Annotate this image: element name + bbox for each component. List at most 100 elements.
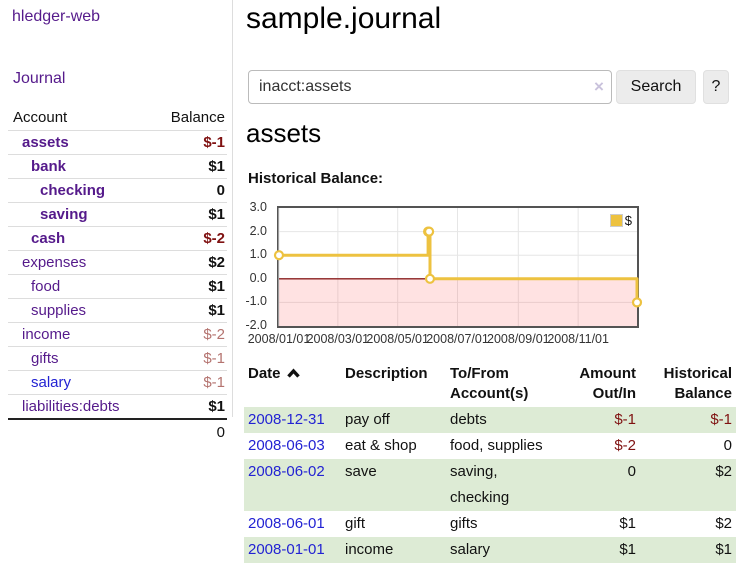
register-account-heading: assets — [246, 118, 322, 148]
x-axis-tick-label: 2008/01/01 — [247, 332, 311, 346]
account-balance: $1 — [208, 302, 225, 319]
account-link-saving[interactable]: saving — [40, 206, 88, 223]
transaction-row: 2008-06-02 save saving, checking 0 $2 — [244, 459, 736, 511]
account-balance: $1 — [208, 398, 225, 415]
account-link-checking[interactable]: checking — [40, 182, 106, 199]
account-link-income[interactable]: income — [22, 326, 71, 343]
transaction-row: 2008-01-01 income salary $1 $1 — [244, 537, 736, 563]
account-row: cash $-2 — [8, 226, 227, 250]
transaction-amount: $1 — [619, 515, 636, 532]
transaction-description: save — [345, 463, 377, 480]
app-brand-link[interactable]: hledger-web — [12, 8, 101, 25]
account-balance: $-1 — [203, 374, 225, 391]
account-link-gifts[interactable]: gifts — [31, 350, 59, 367]
search-button[interactable]: Search — [616, 70, 696, 104]
x-axis-tick-label: 2008/03/01 — [306, 332, 370, 346]
accounts-panel: Account Balance assets $-1 bank $1 check… — [8, 105, 227, 443]
transaction-row: 2008-12-31 pay off debts $-1 $-1 — [244, 407, 736, 433]
account-balance: $-1 — [203, 350, 225, 367]
account-link-supplies[interactable]: supplies — [31, 302, 87, 319]
chart-plot-area — [273, 208, 643, 326]
y-axis-tick-label: -1.0 — [245, 294, 267, 309]
account-row: salary $-1 — [8, 370, 227, 394]
column-header-description: Description — [345, 365, 428, 382]
account-link-salary[interactable]: salary — [31, 374, 72, 391]
transaction-accounts: debts — [450, 411, 487, 428]
transaction-date-link[interactable]: 2008-12-31 — [248, 411, 325, 428]
transaction-description: gift — [345, 515, 366, 532]
historical-balance-chart: $ 3.0 2.0 1.0 0.0 -1.0 -2.0 2008/01/01 2008/03/… — [245, 200, 643, 346]
transaction-balance: 0 — [723, 437, 732, 454]
x-axis-tick-label: 2008/07/01 — [426, 332, 489, 346]
accounts-header-balance: Balance — [170, 109, 225, 126]
account-row: checking 0 — [8, 178, 227, 202]
account-row: liabilities:debts $1 — [8, 394, 227, 418]
sort-ascending-icon — [286, 368, 300, 378]
x-axis-tick-label: 2008/09/01 — [487, 332, 550, 346]
transaction-row: 2008-06-03 eat & shop food, supplies $-2… — [244, 433, 736, 459]
transaction-description: pay off — [345, 411, 390, 428]
page-title: sample.journal — [246, 2, 442, 35]
accounts-total-row: 0 — [8, 418, 227, 443]
account-row: expenses $2 — [8, 250, 227, 274]
account-balance: $-2 — [203, 326, 225, 343]
account-row: gifts $-1 — [8, 346, 227, 370]
y-axis-tick-label: -2.0 — [245, 318, 267, 332]
account-row: assets $-1 — [8, 130, 227, 154]
transaction-balance: $-1 — [710, 411, 732, 428]
account-balance: $2 — [208, 254, 225, 271]
clear-search-icon[interactable]: × — [594, 77, 604, 96]
account-link-food[interactable]: food — [31, 278, 61, 295]
accounts-total: 0 — [216, 424, 225, 441]
transaction-amount: $1 — [619, 541, 636, 558]
x-axis-tick-label: 2008/05/01 — [366, 332, 429, 346]
account-link-cash[interactable]: cash — [31, 230, 66, 247]
help-button[interactable]: ? — [703, 70, 729, 104]
chart-title: Historical Balance: — [248, 170, 384, 187]
account-link-expenses[interactable]: expenses — [22, 254, 87, 271]
account-balance: $1 — [208, 278, 225, 295]
account-link-liabilities-debts[interactable]: liabilities:debts — [22, 398, 120, 415]
sidebar-item-journal[interactable]: Journal — [13, 70, 66, 87]
transactions-header-row: Date Description To/From Account(s) Amou… — [244, 364, 736, 407]
transaction-balance: $1 — [715, 541, 732, 558]
transaction-amount: 0 — [627, 463, 636, 480]
transaction-row: 2008-06-01 gift gifts $1 $2 — [244, 511, 736, 537]
column-header-accounts: To/From Account(s) — [450, 365, 529, 402]
transaction-date-link[interactable]: 2008-06-03 — [248, 437, 325, 454]
y-axis-tick-label: 3.0 — [249, 200, 267, 214]
sidebar-divider — [232, 0, 233, 417]
transaction-date-link[interactable]: 2008-01-01 — [248, 541, 325, 558]
account-balance: $1 — [208, 206, 225, 223]
transaction-amount: $-1 — [614, 411, 636, 428]
account-row: income $-2 — [8, 322, 227, 346]
transaction-accounts: salary — [450, 541, 491, 558]
account-balance: $-2 — [203, 230, 225, 247]
search-input[interactable] — [248, 70, 612, 104]
accounts-header-account: Account — [13, 109, 68, 126]
y-axis-tick-label: 2.0 — [249, 223, 267, 238]
account-balance: 0 — [216, 182, 225, 199]
column-header-balance: Historical Balance — [663, 365, 732, 402]
column-header-date[interactable]: Date — [244, 364, 341, 407]
account-link-bank[interactable]: bank — [31, 158, 67, 175]
accounts-header-row: Account Balance — [8, 105, 227, 130]
account-row: bank $1 — [8, 154, 227, 178]
transaction-amount: $-2 — [614, 437, 636, 454]
transaction-date-link[interactable]: 2008-06-02 — [248, 463, 325, 480]
y-axis-tick-label: 0.0 — [249, 270, 267, 285]
column-header-amount: Amount Out/In — [579, 365, 636, 402]
legend-swatch-icon — [609, 214, 623, 227]
account-row: saving $1 — [8, 202, 227, 226]
account-row: supplies $1 — [8, 298, 227, 322]
transaction-description: eat & shop — [345, 437, 417, 454]
chart-legend: $ — [609, 213, 632, 228]
account-link-assets[interactable]: assets — [22, 134, 69, 151]
account-balance: $-1 — [203, 134, 225, 151]
y-axis-tick-label: 1.0 — [249, 247, 267, 262]
transaction-date-link[interactable]: 2008-06-01 — [248, 515, 325, 532]
transactions-table: Date Description To/From Account(s) Amou… — [244, 364, 736, 563]
legend-label: $ — [624, 213, 632, 228]
transaction-accounts: saving, checking — [450, 463, 510, 506]
